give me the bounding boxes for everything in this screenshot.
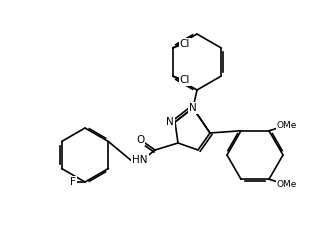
Text: N: N bbox=[166, 117, 174, 127]
Text: Cl: Cl bbox=[180, 75, 190, 85]
Text: OMe: OMe bbox=[277, 180, 297, 189]
Text: OMe: OMe bbox=[277, 121, 297, 130]
Text: O: O bbox=[136, 135, 144, 145]
Text: N: N bbox=[189, 103, 197, 113]
Text: HN: HN bbox=[132, 155, 148, 165]
Text: F: F bbox=[70, 177, 76, 187]
Text: Cl: Cl bbox=[180, 39, 190, 49]
